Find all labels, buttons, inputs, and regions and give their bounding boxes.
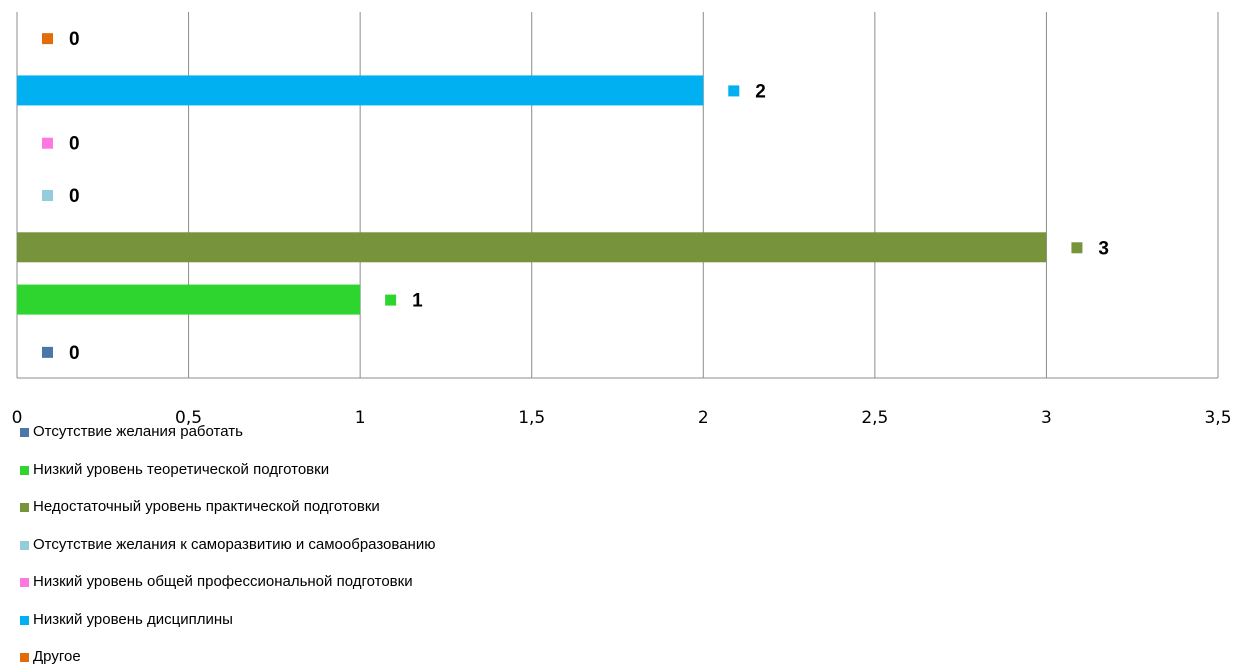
legend-swatch bbox=[20, 540, 29, 550]
data-label: 0 bbox=[69, 134, 80, 155]
legend-swatch bbox=[20, 465, 29, 475]
legend-label: Другое bbox=[33, 648, 81, 665]
data-label: 1 bbox=[412, 291, 423, 312]
data-label: 2 bbox=[755, 81, 766, 102]
bar bbox=[17, 232, 1047, 263]
data-label-marker bbox=[42, 137, 53, 149]
legend-label: Отсутствие желания работать bbox=[33, 423, 243, 440]
chart-data-labels: 0 1 3 0 0 2 0 bbox=[42, 29, 1109, 364]
data-label-marker bbox=[42, 33, 53, 45]
chart-grid bbox=[16, 12, 1219, 379]
data-label: 0 bbox=[69, 343, 80, 364]
data-label-marker bbox=[42, 346, 53, 358]
data-label: 3 bbox=[1098, 238, 1109, 259]
x-tick-label: 0,5 bbox=[175, 408, 202, 428]
legend-label: Низкий уровень дисциплины bbox=[33, 610, 233, 628]
legend-label: Отсутствие желания к саморазвитию и само… bbox=[33, 535, 436, 553]
x-tick-label: 1 bbox=[355, 408, 366, 428]
legend-swatch bbox=[20, 578, 29, 587]
data-label: 0 bbox=[69, 29, 80, 50]
legend-label: Низкий уровень теоретической подготовки bbox=[33, 460, 330, 478]
legend-label: Низкий уровень общей профессиональной по… bbox=[33, 573, 413, 590]
x-tick-label: 2 bbox=[698, 408, 709, 428]
x-tick-label: 2,5 bbox=[861, 408, 888, 428]
x-tick-label: 1,5 bbox=[518, 408, 545, 428]
chart-bars bbox=[17, 75, 1047, 315]
legend-swatch bbox=[20, 503, 29, 512]
data-label: 0 bbox=[69, 186, 80, 207]
x-tick-label: 3,5 bbox=[1204, 408, 1231, 428]
data-label-marker bbox=[728, 85, 740, 97]
legend-swatch bbox=[20, 653, 29, 662]
x-axis-ticks: 0 0,5 1 1,5 2 2,5 3 3,5 bbox=[12, 408, 1232, 428]
bar-chart: 0 1 3 0 0 2 0 0 0,5 1 1,5 2 2,5 3 3,5 bbox=[12, 12, 1232, 428]
x-tick-label: 0 bbox=[12, 408, 23, 428]
legend-swatch bbox=[20, 428, 29, 437]
bar bbox=[17, 75, 704, 106]
legend-label: Недостаточный уровень практической подго… bbox=[33, 498, 380, 515]
x-tick-label: 3 bbox=[1041, 408, 1052, 428]
bar bbox=[17, 284, 361, 315]
data-label-marker bbox=[385, 294, 397, 306]
data-label-marker bbox=[1071, 242, 1083, 254]
legend-swatch bbox=[20, 615, 29, 625]
data-label-marker bbox=[42, 190, 53, 201]
